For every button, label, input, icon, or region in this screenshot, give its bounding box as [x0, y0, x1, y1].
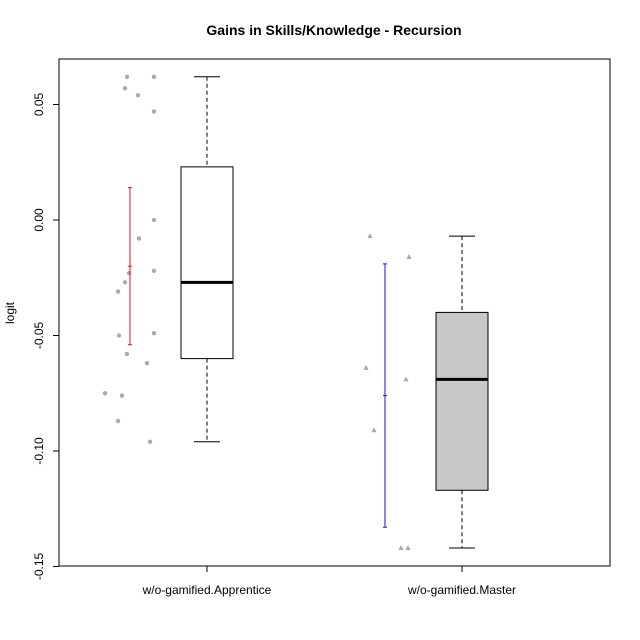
data-point [122, 86, 128, 91]
data-point [135, 93, 141, 98]
y-axis-label: logit [3, 301, 17, 324]
data-point [151, 330, 157, 336]
data-point [151, 109, 157, 114]
y-tick-label: 0.00 [32, 208, 46, 232]
data-point [115, 289, 121, 294]
y-tick-label: 0.05 [32, 92, 46, 116]
data-point [405, 545, 411, 551]
data-point [124, 74, 130, 79]
data-point [406, 253, 412, 259]
box [435, 311, 489, 491]
marks [102, 74, 489, 551]
data-point [151, 268, 157, 274]
data-point [363, 364, 369, 370]
data-point [371, 427, 377, 433]
data-point [124, 351, 130, 357]
x-tick-label: w/o-gamified.Apprentice [142, 583, 272, 597]
data-point [116, 333, 122, 338]
data-point [122, 280, 128, 285]
data-point [147, 439, 153, 444]
data-point [144, 361, 150, 366]
data-point [403, 376, 409, 382]
plot-frame [58, 58, 611, 567]
data-point [119, 393, 125, 398]
data-point [126, 270, 132, 276]
chart-title: Gains in Skills/Knowledge - Recursion [206, 22, 461, 38]
data-point [115, 418, 121, 424]
x-tick-label: w/o-gamified.Master [407, 583, 516, 597]
axes: -0.15 -0.10 -0.05 0.00 0.05 w/o-gamified.Appr… [32, 92, 516, 597]
data-point [136, 236, 142, 241]
box [180, 166, 234, 360]
data-point [367, 233, 373, 239]
y-tick-label: -0.05 [32, 322, 46, 350]
y-tick-label: -0.15 [32, 553, 46, 581]
y-tick-label: -0.10 [32, 437, 46, 465]
data-point [151, 217, 157, 223]
data-point [151, 74, 157, 79]
data-point [398, 545, 404, 551]
data-point [102, 391, 108, 396]
